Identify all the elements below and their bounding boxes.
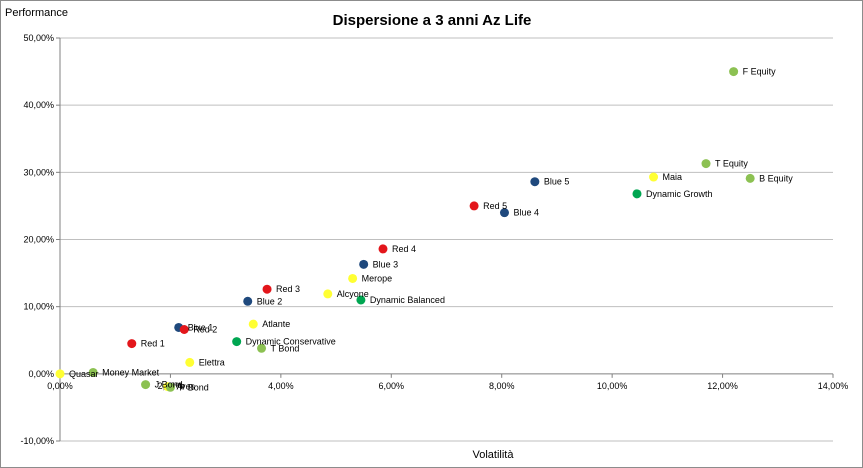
data-label: Red 2 [193, 325, 217, 335]
y-tick-label: 50,00% [23, 33, 54, 43]
data-label: Dynamic Conservative [246, 337, 336, 347]
data-label: Red 1 [141, 339, 165, 349]
data-point [243, 296, 253, 306]
data-point [530, 177, 540, 187]
data-point [649, 172, 659, 182]
data-point [257, 343, 267, 353]
data-label: Money Market [102, 367, 160, 377]
tick-labels: -10,00% 0,00% 10,00% 20,00% 30,00% 40,00% 50,0… [20, 33, 848, 446]
y-tick-label: 40,00% [23, 100, 54, 110]
data-point [729, 67, 739, 77]
data-point [232, 337, 242, 347]
data-point [469, 201, 479, 211]
data-label: J Bond [155, 380, 183, 390]
data-point [55, 369, 65, 379]
x-tick-label: 12,00% [707, 381, 738, 391]
data-label: Alcyone [337, 289, 369, 299]
x-tick-label: 6,00% [379, 381, 405, 391]
data-label: F Equity [743, 67, 777, 77]
data-label: Blue 3 [373, 259, 399, 269]
data-label: Atlante [262, 319, 290, 329]
data-label: Dynamic Balanced [370, 295, 445, 305]
data-label: Quasar [69, 369, 99, 379]
data-point [632, 189, 642, 199]
chart-title: Dispersione a 3 anni Az Life [333, 12, 532, 29]
data-point [378, 244, 388, 254]
data-point [348, 273, 358, 283]
data-point [359, 259, 369, 269]
data-point [262, 284, 272, 294]
data-point [248, 319, 258, 329]
x-tick-label: 10,00% [597, 381, 628, 391]
y-tick-label: -10,00% [20, 436, 54, 446]
y-tick-label: 30,00% [23, 167, 54, 177]
data-label: Elettra [199, 357, 225, 367]
data-label: Blue 2 [257, 296, 283, 306]
data-point [141, 380, 151, 390]
x-tick-label: 14,00% [818, 381, 849, 391]
data-label: Red 4 [392, 244, 416, 254]
data-point [165, 382, 175, 392]
data-label: T Bond [271, 343, 300, 353]
x-axis-title: Volatilità [473, 449, 515, 461]
data-point [701, 159, 711, 169]
data-point [323, 289, 333, 299]
data-label: Red 5 [483, 201, 507, 211]
data-point [499, 208, 509, 218]
data-point [88, 367, 98, 377]
data-label: Blue 4 [513, 208, 539, 218]
data-point [356, 295, 366, 305]
data-label: T Equity [715, 159, 748, 169]
data-label: P Bond [179, 382, 208, 392]
y-tick-label: 20,00% [23, 235, 54, 245]
y-axis-title: Performance [5, 7, 68, 19]
data-labels: F Equity T Equity B Equity Maia Dynamic Grow… [69, 67, 793, 393]
data-label: Blue 1 [188, 322, 214, 332]
data-label: B Equity [759, 173, 793, 183]
data-point [745, 173, 755, 183]
data-point [127, 339, 137, 349]
x-tick-label: 4,00% [268, 381, 294, 391]
data-point [179, 325, 189, 335]
data-point [185, 357, 195, 367]
y-tick-label: 10,00% [23, 302, 54, 312]
data-label: Dynamic Growth [646, 189, 713, 199]
y-tick-label: 0,00% [28, 369, 54, 379]
data-label: Maia [663, 172, 683, 182]
data-label: Merope [362, 273, 393, 283]
x-tick-label: 8,00% [489, 381, 515, 391]
data-label: Blue 5 [544, 177, 570, 187]
x-tick-label: 0,00% [47, 381, 73, 391]
gridlines [60, 37, 833, 442]
data-label: Red 3 [276, 284, 300, 294]
data-points [55, 67, 755, 392]
data-label: Ares [177, 382, 196, 392]
